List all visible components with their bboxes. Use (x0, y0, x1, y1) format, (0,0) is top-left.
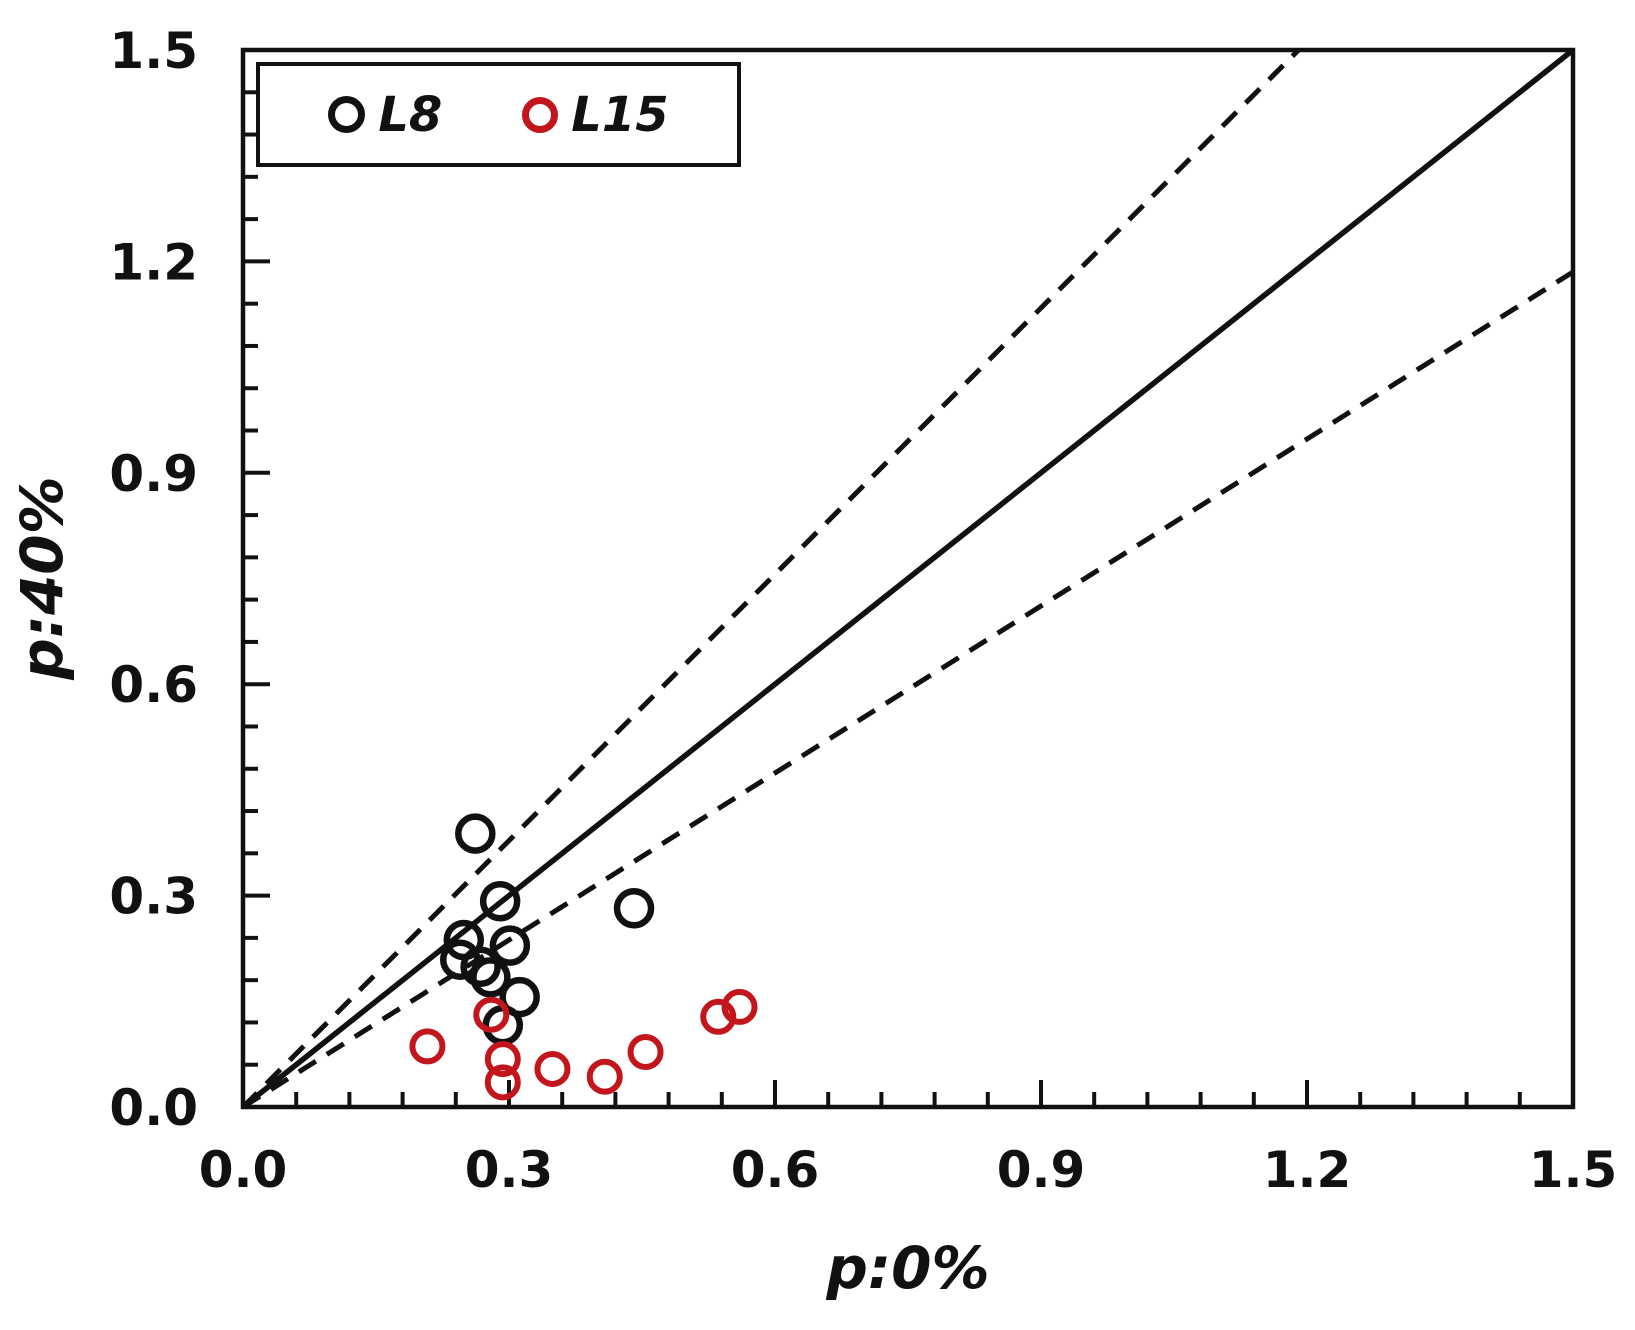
l15-open-circle-icon (522, 96, 559, 133)
L15-point (721, 988, 758, 1025)
L8-point (489, 925, 531, 966)
L8-point (479, 880, 521, 922)
reference-lines (241, 47, 1575, 1110)
x-tick-label: 0.9 (997, 1141, 1086, 1199)
axis-ticks (243, 48, 1575, 1107)
lower-bound (241, 269, 1575, 1110)
L8-point (460, 946, 501, 988)
y-tick-label: 0.0 (109, 1079, 198, 1137)
plot-frame (240, 47, 1576, 1110)
L8-point (439, 939, 481, 980)
legend-item-l8: L8 (328, 91, 442, 139)
L15-point (409, 1028, 446, 1065)
legend-label-l15: L15 (571, 86, 669, 143)
legend: L8 L15 (256, 62, 741, 167)
L15-point (484, 1041, 521, 1078)
L15-point (700, 998, 737, 1035)
x-tick-label: 1.2 (1263, 1141, 1352, 1199)
y-tick-label: 0.6 (109, 656, 198, 714)
x-axis-title: p:0% (825, 1234, 989, 1302)
upper-bound (241, 48, 1301, 1109)
L15-point (484, 1064, 521, 1101)
x-tick-label: 0.6 (731, 1141, 820, 1199)
y-tick-label: 1.2 (109, 233, 198, 291)
y-tick-labels: 0.0 0.3 0.6 0.9 1.2 1.5 (109, 22, 198, 1137)
x-tick-label: 1.5 (1529, 1141, 1618, 1199)
y-tick-label: 0.9 (109, 445, 198, 503)
L8-point (455, 813, 496, 854)
L15-point (627, 1034, 664, 1071)
data-points (409, 813, 758, 1101)
y-axis-title: p:40% (8, 476, 76, 681)
identity-line (241, 47, 1575, 1110)
L15-point (473, 996, 510, 1033)
x-tick-labels: 0.0 0.3 0.6 0.9 1.2 1.5 (199, 1141, 1618, 1199)
x-tick-label: 0.3 (465, 1141, 554, 1199)
L8-point (470, 957, 511, 998)
x-tick-label: 0.0 (199, 1141, 288, 1199)
L15-point (586, 1058, 623, 1095)
legend-item-l15: L15 (522, 86, 669, 143)
y-tick-label: 1.5 (109, 22, 198, 80)
legend-label-l8: L8 (378, 86, 443, 143)
l8-open-circle-icon (328, 96, 366, 133)
L15-point (534, 1050, 571, 1087)
y-tick-label: 0.3 (109, 868, 198, 926)
L8-point (613, 888, 655, 929)
